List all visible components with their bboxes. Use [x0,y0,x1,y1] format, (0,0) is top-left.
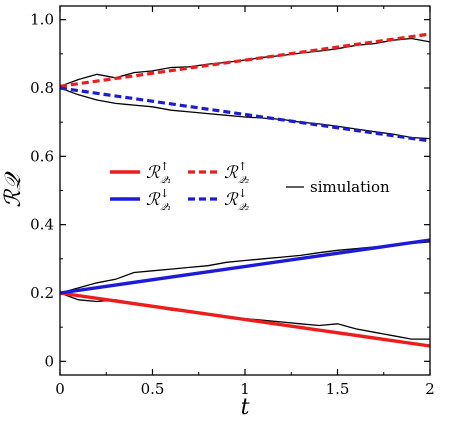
y-tick-label: 0.2 [30,284,54,302]
legend-sub-r-down-q2: 𝒬₂ [238,202,249,213]
x-tick-label: 2 [425,380,435,398]
y-tick-label: 0.6 [30,147,54,165]
legend-label-r-down-q2: ℛ [224,190,239,210]
r-down-q2-line [59,86,431,143]
legend-sub-r-up-q2: 𝒬₂ [238,175,249,186]
legend-sup-r-up-q2: ↑ [238,160,247,173]
legend-sup-r-up-q1: ↑ [160,160,169,173]
r-up-q1-line [59,291,431,348]
x-tick-label: 1 [240,380,250,398]
legend-label-r-up-q2: ℛ [224,163,239,183]
legend-sup-r-down-q1: ↓ [160,187,169,200]
legend-label-r-down-q1: ℛ [146,190,161,210]
axis-ticks: 0 0.5 1 1.5 2 0 0.2 0.4 0.6 0.8 1.0 [30,6,435,398]
x-tick-label: 1.5 [326,380,350,398]
y-axis-label: ℛ𝒬 [1,171,26,208]
x-tick-label: 0 [55,380,65,398]
legend-sub-r-down-q1: 𝒬₁ [160,202,171,213]
r-up-q2-line [59,32,431,88]
x-axis-label: t [241,395,250,420]
y-tick-label: 0.4 [30,216,54,234]
series-layer [59,32,431,348]
legend-sup-r-down-q2: ↓ [238,187,247,200]
plot-frame [59,5,431,376]
y-tick-label: 0.8 [30,79,54,97]
legend-label-r-up-q1: ℛ [146,163,161,183]
y-tick-label: 1.0 [30,11,54,29]
legend-sub-r-up-q1: 𝒬₁ [160,175,171,186]
r-down-q1-line [59,238,431,295]
legend-label-simulation: simulation [310,178,390,196]
x-tick-label: 0.5 [141,380,165,398]
y-tick-label: 0 [44,352,54,370]
